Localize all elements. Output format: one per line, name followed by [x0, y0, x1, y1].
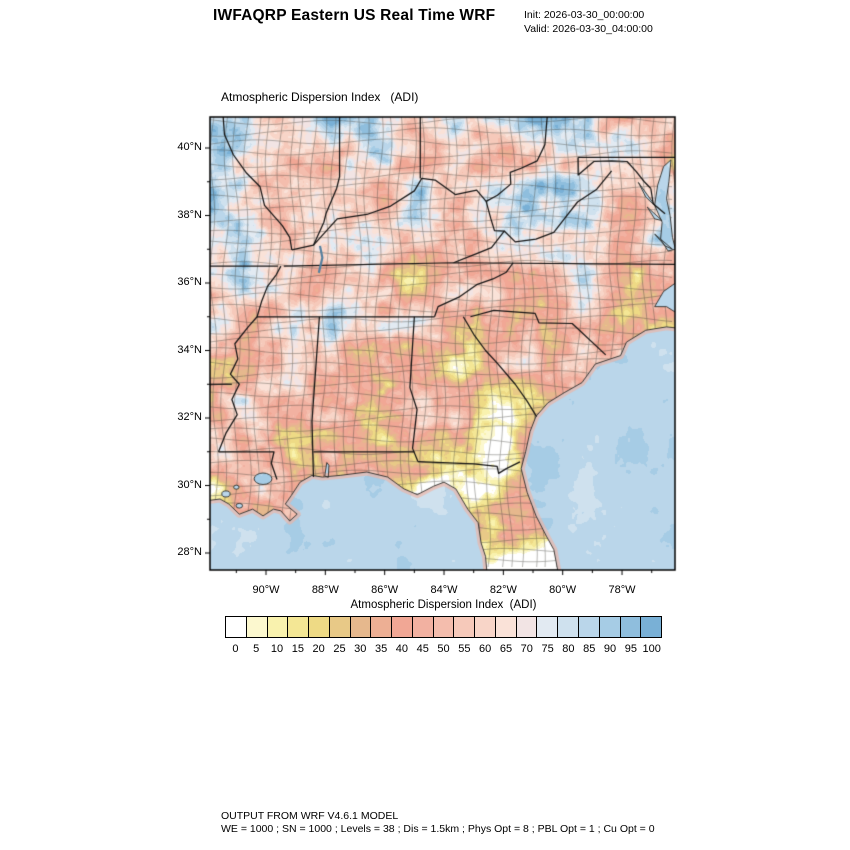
colorbar-cell: [454, 617, 476, 637]
colorbar-tick: 0: [232, 643, 239, 655]
colorbar-cell: [641, 617, 662, 637]
colorbar-tick: 5: [253, 643, 260, 655]
footer: OUTPUT FROM WRF V4.6.1 MODEL WE = 1000 ;…: [221, 810, 655, 836]
colorbar-tick: 85: [583, 643, 596, 655]
lat-tick-label: 40°N: [177, 141, 202, 153]
colorbar-tick: 20: [312, 643, 325, 655]
colorbar-cell: [412, 617, 434, 637]
colorbar-cell: [226, 617, 247, 637]
lat-tick-label: 32°N: [177, 411, 202, 423]
colorbar-cell: [371, 617, 393, 637]
colorbar-cell: [329, 617, 351, 637]
colorbar: [225, 616, 662, 638]
colorbar-tick: 100: [642, 643, 661, 655]
lon-tick-label: 80°W: [549, 584, 577, 596]
colorbar-tick: 25: [333, 643, 346, 655]
colorbar-cell: [620, 617, 642, 637]
colorbar-tick: 75: [541, 643, 554, 655]
colorbar-cell: [267, 617, 289, 637]
colorbar-cell: [475, 617, 496, 637]
colorbar-tick: 65: [499, 643, 513, 655]
colorbar-cell: [309, 617, 330, 637]
colorbar-tick: 70: [520, 643, 533, 655]
lat-tick-label: 38°N: [177, 208, 202, 221]
colorbar-tick: 45: [416, 643, 429, 655]
colorbar-tick: 40: [395, 643, 409, 655]
colorbar-tick: 60: [479, 643, 492, 655]
colorbar-tick-labels: 0 5 10 15 20 25 30 35 40 45 50 55 60 65 70 75 80 85 90 95 10…: [225, 643, 662, 655]
map-canvas: [205, 112, 680, 577]
colorbar-tick: 30: [354, 643, 367, 655]
lat-tick-label: 30°N: [177, 478, 202, 491]
colorbar-cell: [246, 617, 268, 637]
valid-time: Valid: 2026-03-30_04:00:00: [524, 22, 653, 35]
colorbar-tick: 15: [291, 643, 304, 655]
colorbar-cell: [599, 617, 621, 637]
colorbar-tick: 55: [458, 643, 471, 655]
lon-tick-label: 90°W: [252, 584, 280, 596]
init-time: Init: 2026-03-30_00:00:00: [524, 9, 645, 21]
footer-config-line: WE = 1000 ; SN = 1000 ; Levels = 38 ; Di…: [221, 823, 655, 835]
map-panel-title: Atmospheric Dispersion Index (ADI): [221, 90, 419, 104]
colorbar-title: Atmospheric Dispersion Index (ADI): [350, 599, 537, 611]
lat-tick-label: 28°N: [177, 546, 202, 558]
colorbar-cell: [495, 617, 517, 637]
lon-tick-label: 88°W: [311, 584, 339, 596]
colorbar-cell: [537, 617, 559, 637]
footer-model-line: OUTPUT FROM WRF V4.6.1 MODEL: [221, 810, 399, 822]
colorbar-cell: [558, 617, 580, 637]
colorbar-tick: 80: [562, 643, 575, 655]
colorbar-cell: [579, 617, 600, 637]
colorbar-cell: [350, 617, 372, 637]
page-title: IWFAQRP Eastern US Real Time WRF: [213, 7, 496, 24]
colorbar-cell: [433, 617, 455, 637]
lat-tick-label: 36°N: [177, 276, 202, 288]
colorbar-cell: [392, 617, 413, 637]
colorbar-tick: 90: [603, 643, 617, 655]
lon-tick-label: 86°W: [371, 584, 399, 596]
lon-tick-label: 82°W: [489, 584, 517, 596]
colorbar-tick: 95: [624, 643, 637, 655]
colorbar-tick: 35: [374, 643, 388, 655]
colorbar-tick: 50: [437, 643, 450, 655]
colorbar-tick: 10: [270, 643, 284, 655]
colorbar-cell: [288, 617, 310, 637]
lat-tick-label: 34°N: [177, 343, 202, 356]
lon-tick-label: 84°W: [430, 584, 458, 596]
lon-tick-label: 78°W: [608, 584, 636, 596]
run-info: Init: 2026-03-30_00:00:00 Valid: 2026-03…: [524, 9, 653, 36]
colorbar-cell: [516, 617, 538, 637]
